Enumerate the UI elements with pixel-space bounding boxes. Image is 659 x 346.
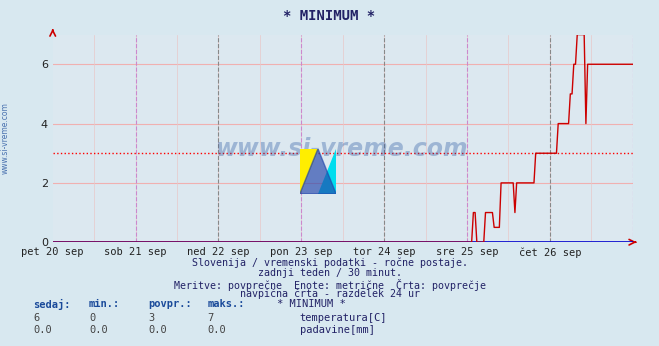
Polygon shape <box>318 149 336 194</box>
Text: www.si-vreme.com: www.si-vreme.com <box>216 137 469 161</box>
Text: www.si-vreme.com: www.si-vreme.com <box>1 102 10 174</box>
Text: 0.0: 0.0 <box>89 325 107 335</box>
Polygon shape <box>300 149 318 194</box>
Polygon shape <box>300 149 336 194</box>
Text: 6: 6 <box>33 313 39 323</box>
Text: * MINIMUM *: * MINIMUM * <box>277 299 345 309</box>
Text: 0.0: 0.0 <box>148 325 167 335</box>
Text: 3: 3 <box>148 313 154 323</box>
Text: 0.0: 0.0 <box>33 325 51 335</box>
Text: Slovenija / vremenski podatki - ročne postaje.: Slovenija / vremenski podatki - ročne po… <box>192 258 467 268</box>
Text: povpr.:: povpr.: <box>148 299 192 309</box>
Text: zadnji teden / 30 minut.: zadnji teden / 30 minut. <box>258 268 401 278</box>
Text: maks.:: maks.: <box>208 299 245 309</box>
Text: Meritve: povprečne  Enote: metrične  Črta: povprečje: Meritve: povprečne Enote: metrične Črta:… <box>173 279 486 291</box>
Text: sedaj:: sedaj: <box>33 299 71 310</box>
Text: temperatura[C]: temperatura[C] <box>300 313 387 323</box>
Text: 7: 7 <box>208 313 214 323</box>
Text: min.:: min.: <box>89 299 120 309</box>
Text: 0: 0 <box>89 313 95 323</box>
Text: 0.0: 0.0 <box>208 325 226 335</box>
Text: navpična črta - razdelek 24 ur: navpična črta - razdelek 24 ur <box>239 289 420 299</box>
Text: padavine[mm]: padavine[mm] <box>300 325 375 335</box>
Text: * MINIMUM *: * MINIMUM * <box>283 9 376 22</box>
